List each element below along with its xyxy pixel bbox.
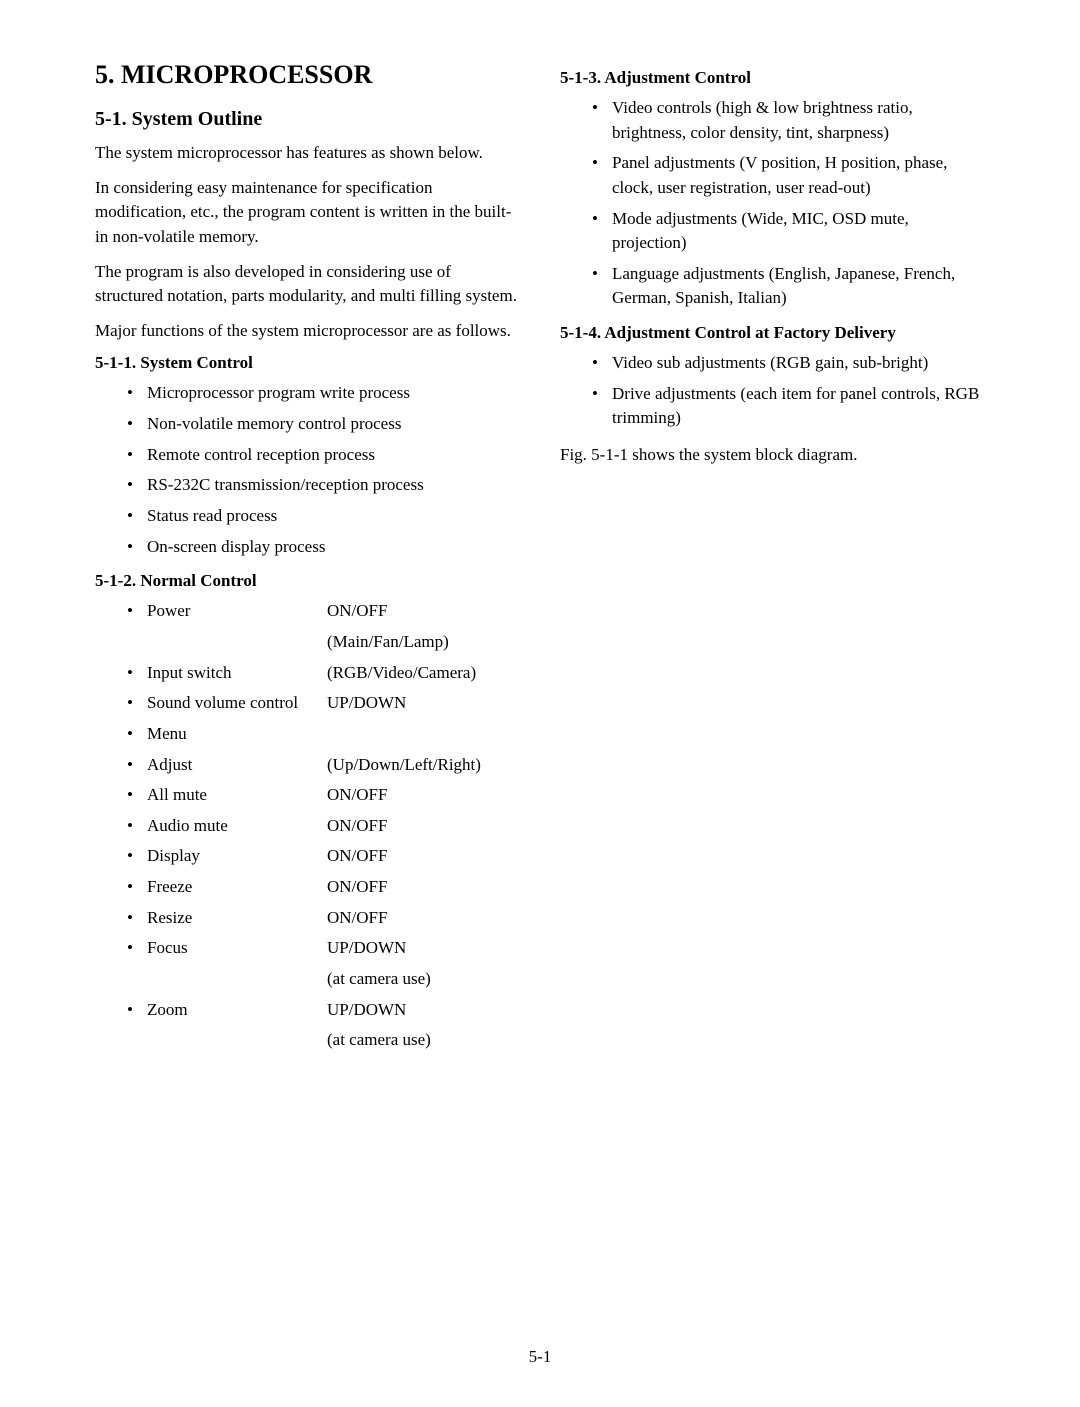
page-content: 5. MICROPROCESSOR 5-1. System Outline Th… (95, 60, 985, 1347)
item-value: (at camera use) (327, 967, 520, 992)
list-item: Microprocessor program write process (127, 381, 520, 406)
section-heading: 5-1. System Outline (95, 108, 520, 131)
system-control-list: Microprocessor program write process Non… (127, 381, 520, 559)
intro-paragraph: The program is also developed in conside… (95, 260, 520, 309)
left-column: 5. MICROPROCESSOR 5-1. System Outline Th… (95, 60, 520, 1347)
item-value: UP/DOWN (327, 998, 520, 1023)
list-item: Display ON/OFF (127, 844, 520, 869)
subsection-heading: 5-1-1. System Control (95, 353, 520, 373)
list-item: Focus UP/DOWN (127, 936, 520, 961)
item-label: Focus (147, 936, 327, 961)
list-item: Audio mute ON/OFF (127, 814, 520, 839)
list-item: Input switch (RGB/Video/Camera) (127, 661, 520, 686)
item-label: Input switch (147, 661, 327, 686)
list-item: Status read process (127, 504, 520, 529)
chapter-heading: 5. MICROPROCESSOR (95, 60, 520, 90)
list-item: Mode adjustments (Wide, MIC, OSD mute, p… (592, 207, 985, 256)
list-item: Freeze ON/OFF (127, 875, 520, 900)
list-item: On-screen display process (127, 535, 520, 560)
intro-paragraph: The system microprocessor has features a… (95, 141, 520, 166)
item-value: ON/OFF (327, 599, 520, 624)
page-number: 5-1 (95, 1347, 985, 1367)
list-item: Remote control reception process (127, 443, 520, 468)
list-item: Language adjustments (English, Japanese,… (592, 262, 985, 311)
item-label: Freeze (147, 875, 327, 900)
item-value: ON/OFF (327, 814, 520, 839)
item-label (147, 630, 327, 655)
item-value: (Main/Fan/Lamp) (327, 630, 520, 655)
item-value: (Up/Down/Left/Right) (327, 753, 520, 778)
item-value: ON/OFF (327, 906, 520, 931)
item-value: UP/DOWN (327, 936, 520, 961)
list-item: Adjust (Up/Down/Left/Right) (127, 753, 520, 778)
list-item: Video sub adjustments (RGB gain, sub-bri… (592, 351, 985, 376)
closing-paragraph: Fig. 5-1-1 shows the system block diagra… (560, 443, 985, 468)
subsection-heading: 5-1-2. Normal Control (95, 571, 520, 591)
item-label: Audio mute (147, 814, 327, 839)
item-value: (at camera use) (327, 1028, 520, 1053)
list-item: Resize ON/OFF (127, 906, 520, 931)
list-item: Sound volume control UP/DOWN (127, 691, 520, 716)
factory-delivery-list: Video sub adjustments (RGB gain, sub-bri… (592, 351, 985, 431)
item-label (147, 1028, 327, 1053)
list-item-continuation: (at camera use) (127, 967, 520, 992)
item-value: (RGB/Video/Camera) (327, 661, 520, 686)
item-label: Display (147, 844, 327, 869)
item-value: ON/OFF (327, 783, 520, 808)
list-item-continuation: (at camera use) (127, 1028, 520, 1053)
item-label: Resize (147, 906, 327, 931)
subsection-heading: 5-1-3. Adjustment Control (560, 68, 985, 88)
right-column: 5-1-3. Adjustment Control Video controls… (560, 60, 985, 1347)
list-item: RS-232C transmission/reception process (127, 473, 520, 498)
item-label: Menu (147, 722, 327, 747)
item-label: Zoom (147, 998, 327, 1023)
item-label (147, 967, 327, 992)
item-label: Power (147, 599, 327, 624)
list-item: Menu (127, 722, 520, 747)
item-value: ON/OFF (327, 875, 520, 900)
list-item: Power ON/OFF (127, 599, 520, 624)
intro-paragraph: Major functions of the system microproce… (95, 319, 520, 344)
normal-control-list: Power ON/OFF (Main/Fan/Lamp) Input switc… (127, 599, 520, 1053)
intro-paragraph: In considering easy maintenance for spec… (95, 176, 520, 250)
item-label: Adjust (147, 753, 327, 778)
list-item: Zoom UP/DOWN (127, 998, 520, 1023)
list-item: All mute ON/OFF (127, 783, 520, 808)
item-value (327, 722, 520, 747)
list-item: Video controls (high & low brightness ra… (592, 96, 985, 145)
list-item: Drive adjustments (each item for panel c… (592, 382, 985, 431)
list-item: Panel adjustments (V position, H positio… (592, 151, 985, 200)
list-item-continuation: (Main/Fan/Lamp) (127, 630, 520, 655)
item-value: ON/OFF (327, 844, 520, 869)
item-label: All mute (147, 783, 327, 808)
item-label: Sound volume control (147, 691, 327, 716)
subsection-heading: 5-1-4. Adjustment Control at Factory Del… (560, 323, 985, 343)
list-item: Non-volatile memory control process (127, 412, 520, 437)
adjustment-control-list: Video controls (high & low brightness ra… (592, 96, 985, 311)
item-value: UP/DOWN (327, 691, 520, 716)
